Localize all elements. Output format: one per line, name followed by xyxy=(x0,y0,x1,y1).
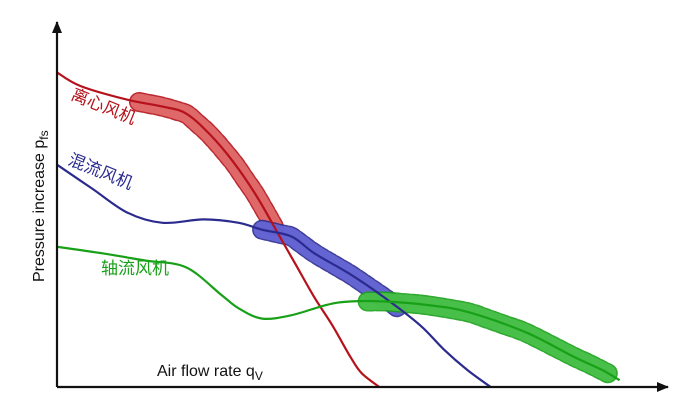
series-line-2 xyxy=(56,245,621,382)
operating-band-0 xyxy=(130,93,283,235)
series-label-axial: 轴流风机 xyxy=(101,259,169,279)
performance-curves xyxy=(56,71,621,388)
series-label-centrifugal: 离心风机 xyxy=(68,85,139,129)
series-label-mixed-flow: 混流风机 xyxy=(65,150,136,194)
operating-bands xyxy=(129,92,618,384)
series-line-1 xyxy=(56,163,492,388)
series-line-0 xyxy=(56,71,380,388)
y-axis-title: Pressure increase pfs xyxy=(31,130,51,282)
x-axis-title: Air flow rate qV xyxy=(157,363,263,383)
